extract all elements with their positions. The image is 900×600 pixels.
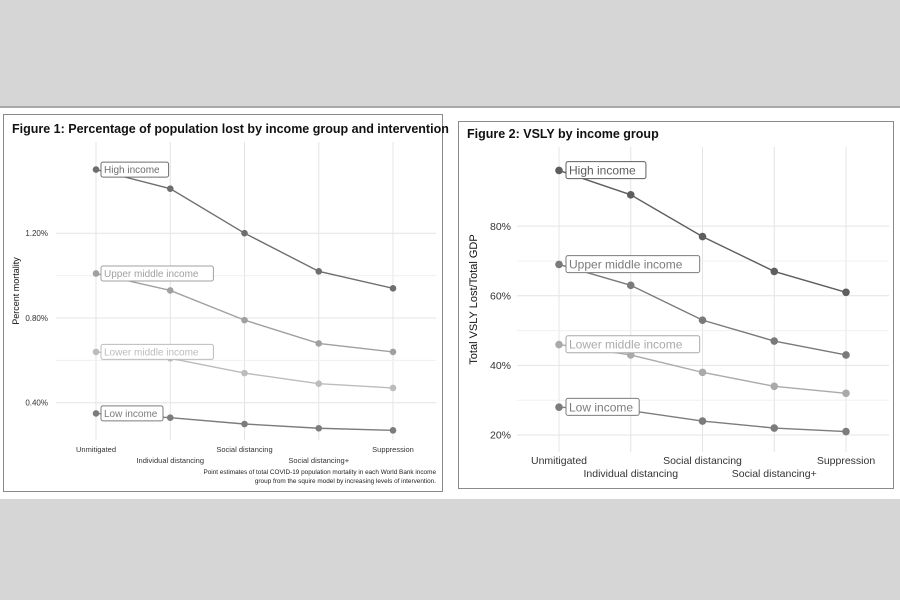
data-point-low-income bbox=[770, 424, 779, 432]
y-tick-label: 20% bbox=[490, 430, 511, 442]
data-point-low-income bbox=[315, 424, 323, 432]
data-point-upper-middle-income bbox=[315, 340, 323, 347]
series-label: Upper middle income bbox=[569, 258, 683, 272]
series-label: High income bbox=[569, 164, 636, 178]
data-point-upper-middle-income bbox=[92, 270, 100, 277]
x-tick-label: Individual distancing bbox=[583, 468, 678, 480]
data-point-lower-middle-income bbox=[241, 369, 248, 377]
data-point-low-income bbox=[241, 420, 248, 428]
x-tick-label: Social distancing+ bbox=[288, 456, 349, 465]
y-axis-title: Total VSLY Lost/Total GDP bbox=[468, 234, 480, 364]
y-tick-label: 1.20% bbox=[25, 229, 48, 238]
data-point-low-income bbox=[698, 417, 707, 425]
data-point-upper-middle-income bbox=[698, 316, 707, 324]
series-label: Upper middle income bbox=[104, 269, 199, 280]
figure-1-panel: Figure 1: Percentage of population lost … bbox=[3, 114, 449, 492]
data-point-upper-middle-income bbox=[389, 348, 397, 356]
x-tick-label: Social distancing+ bbox=[732, 468, 817, 480]
series-label-box bbox=[100, 343, 214, 360]
series-label-box bbox=[100, 265, 214, 282]
data-point-high-income bbox=[166, 185, 174, 192]
y-axis-title: Percent mortality bbox=[11, 257, 21, 325]
data-point-high-income bbox=[92, 166, 100, 173]
series-label: High income bbox=[104, 165, 160, 176]
series-label-box bbox=[100, 405, 164, 422]
y-tick-label: 80% bbox=[490, 221, 511, 233]
data-point-high-income bbox=[842, 288, 850, 297]
figure-1-title: Figure 1: Percentage of population lost … bbox=[12, 122, 449, 136]
series-label: Lower middle income bbox=[104, 347, 199, 358]
data-point-high-income bbox=[626, 191, 635, 199]
data-point-upper-middle-income bbox=[555, 260, 563, 269]
x-tick-label: Social distancing bbox=[216, 445, 272, 454]
x-tick-label: Suppression bbox=[817, 455, 876, 467]
data-point-high-income bbox=[315, 268, 323, 275]
data-point-lower-middle-income bbox=[698, 368, 707, 377]
chart-caption: group from the squire model by increasin… bbox=[255, 478, 436, 485]
series-label-box bbox=[565, 397, 640, 416]
y-tick-label: 0.80% bbox=[25, 314, 48, 323]
series-label: Low income bbox=[104, 409, 158, 420]
series-label: Low income bbox=[569, 400, 633, 414]
data-point-upper-middle-income bbox=[241, 316, 248, 324]
figure-2-title: Figure 2: VSLY by income group bbox=[467, 127, 659, 141]
chart-caption: Point estimates of total COVID-19 popula… bbox=[203, 469, 436, 476]
series-label: Lower middle income bbox=[569, 338, 683, 352]
data-point-upper-middle-income bbox=[166, 287, 174, 294]
data-point-upper-middle-income bbox=[770, 337, 779, 345]
data-point-high-income bbox=[389, 285, 397, 292]
x-tick-label: Individual distancing bbox=[136, 456, 204, 465]
figure-2-panel: Figure 2: VSLY by income group 20% 40% 60%… bbox=[458, 121, 894, 489]
data-point-lower-middle-income bbox=[842, 389, 850, 398]
series-label-box bbox=[565, 255, 701, 274]
x-tick-label: Social distancing bbox=[663, 455, 742, 467]
y-tick-label: 40% bbox=[490, 360, 511, 372]
figure-2-chart: 20% 40% 60% 80% Total VSLY Lost/Total GDP Unm… bbox=[468, 147, 889, 480]
data-point-lower-middle-income bbox=[389, 384, 397, 392]
series-label-box bbox=[565, 161, 647, 180]
y-tick-label: 0.40% bbox=[25, 399, 48, 408]
data-point-upper-middle-income bbox=[842, 351, 850, 359]
x-tick-label: Unmitigated bbox=[531, 455, 587, 467]
data-point-low-income bbox=[842, 427, 850, 436]
series-label-box bbox=[100, 161, 170, 178]
data-point-low-income bbox=[389, 427, 397, 434]
data-point-lower-middle-income bbox=[315, 380, 323, 388]
series-label-box bbox=[565, 335, 701, 354]
data-point-high-income bbox=[241, 229, 248, 237]
data-point-low-income bbox=[166, 414, 174, 421]
data-point-lower-middle-income bbox=[770, 382, 779, 391]
data-point-lower-middle-income bbox=[555, 340, 563, 349]
data-point-low-income bbox=[555, 403, 563, 411]
data-point-upper-middle-income bbox=[626, 281, 635, 290]
y-tick-label: 60% bbox=[490, 290, 511, 302]
data-point-high-income bbox=[770, 267, 779, 276]
figure-1-chart: 0.40% 0.80% 1.20% Percent mortality Unmitiga… bbox=[11, 142, 436, 485]
data-point-lower-middle-income bbox=[92, 348, 100, 356]
data-point-high-income bbox=[698, 232, 707, 241]
data-point-low-income bbox=[92, 410, 100, 417]
x-tick-label: Suppression bbox=[372, 445, 414, 454]
x-tick-label: Unmitigated bbox=[76, 445, 116, 454]
data-point-high-income bbox=[555, 166, 563, 175]
